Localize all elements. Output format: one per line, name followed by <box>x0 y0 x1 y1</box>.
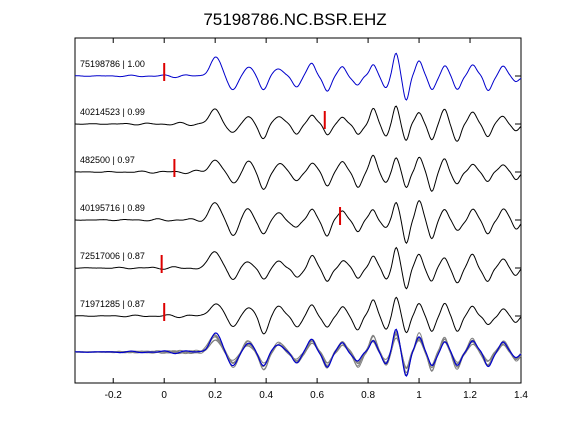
overlay-reference-trace <box>75 328 522 377</box>
picks-layer <box>160 63 342 321</box>
chart-title: 75198786.NC.BSR.EHZ <box>203 10 386 29</box>
trace-line <box>75 154 522 192</box>
x-tick-label: 0.4 <box>259 390 273 401</box>
trace-line <box>75 105 522 142</box>
trace-label: 40195716 | 0.89 <box>80 203 145 213</box>
trace-label: 72517006 | 0.87 <box>80 251 145 261</box>
trace-label: 40214523 | 0.99 <box>80 107 145 117</box>
x-tick-label: 1.2 <box>463 390 477 401</box>
trace-label: 482500 | 0.97 <box>80 155 135 165</box>
trace-labels: 75198786 | 1.00 40214523 | 0.99 482500 | 0… <box>80 59 145 309</box>
trace-label: 75198786 | 1.00 <box>80 59 145 69</box>
x-tick-label: 0.8 <box>361 390 375 401</box>
axes-frame <box>74 37 522 384</box>
overlay-panel <box>74 328 522 377</box>
x-tick-label: -0.2 <box>105 390 123 401</box>
traces-layer <box>74 52 522 335</box>
trace-line <box>75 246 522 290</box>
x-tick-label: 0.6 <box>310 390 324 401</box>
x-tick-label: 1 <box>416 390 422 401</box>
trace-line <box>74 296 522 335</box>
trace-label: 71971285 | 0.87 <box>80 299 145 309</box>
trace-line <box>75 52 522 101</box>
x-axis: -0.2 0 0.2 0.4 0.6 0.8 1 1.2 1.4 <box>105 38 528 401</box>
x-tick-label: 0 <box>161 390 167 401</box>
x-tick-label: 0.2 <box>208 390 222 401</box>
x-tick-label: 1.4 <box>514 390 528 401</box>
trace-line <box>75 200 522 245</box>
